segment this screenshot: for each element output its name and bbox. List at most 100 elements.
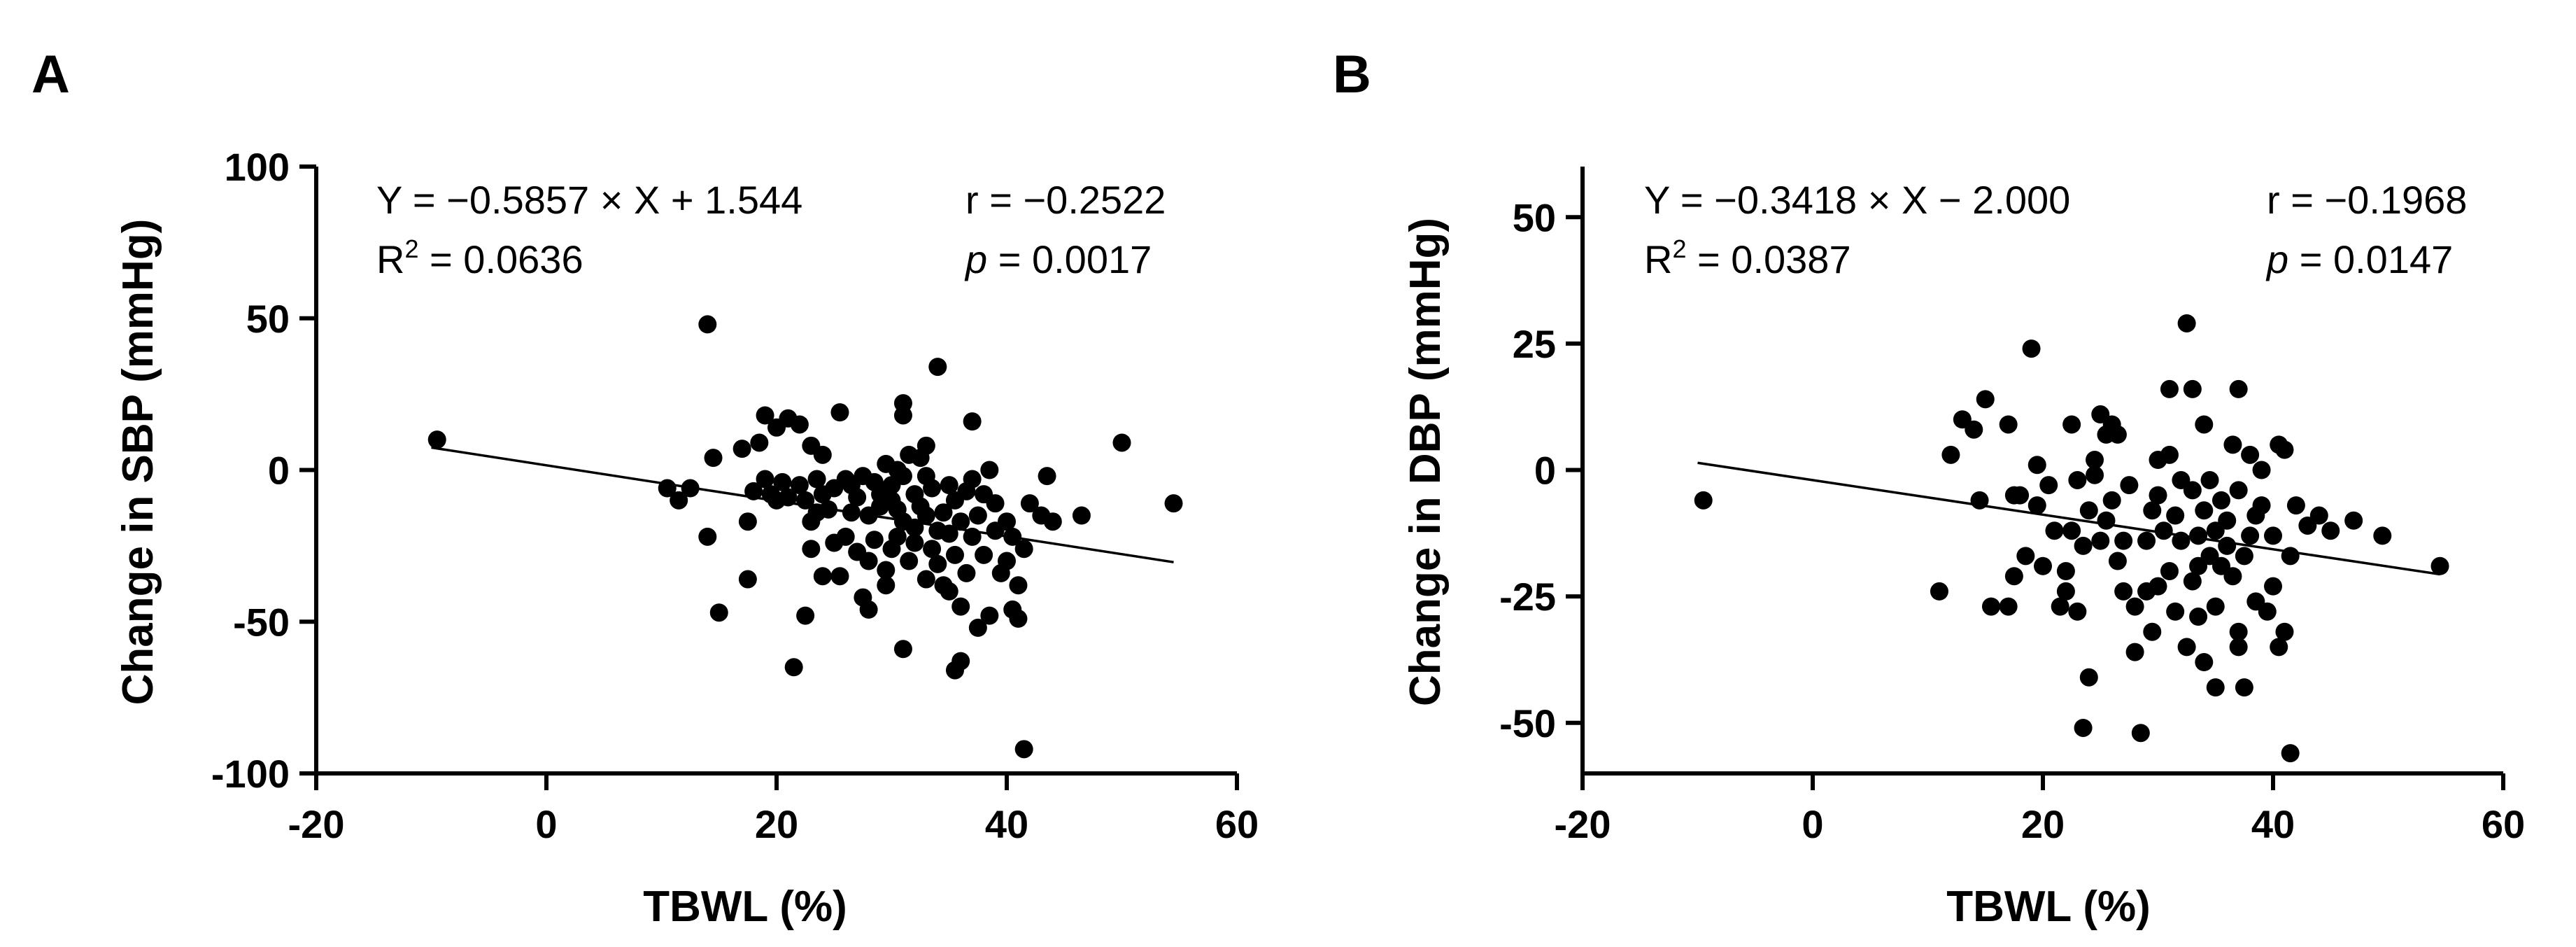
data-point xyxy=(2270,638,2288,657)
data-point xyxy=(813,445,832,464)
data-point xyxy=(2027,456,2046,475)
y-tick-label: 50 xyxy=(1513,195,1556,239)
data-point xyxy=(2062,521,2081,540)
data-point xyxy=(980,606,999,625)
data-point xyxy=(2211,491,2230,510)
p-value: = 0.0147 xyxy=(2288,237,2453,281)
data-point xyxy=(893,406,912,425)
data-point xyxy=(2183,481,2202,500)
data-point xyxy=(900,552,919,570)
data-point xyxy=(2160,379,2179,398)
data-point xyxy=(2091,531,2110,550)
r-squared-text: R2 = 0.0636 xyxy=(376,234,583,281)
data-point xyxy=(1014,540,1033,559)
data-point xyxy=(940,476,958,495)
data-point xyxy=(888,461,907,479)
data-point xyxy=(865,531,884,549)
panel-a: A Change in SBP (mmHg) TBWL (%) -20 0 20 40… xyxy=(31,45,1259,931)
data-point xyxy=(2223,567,2242,586)
data-point xyxy=(1941,445,1960,464)
data-point xyxy=(790,415,809,434)
data-points xyxy=(427,315,1183,759)
data-point xyxy=(704,449,723,468)
data-point xyxy=(1112,433,1131,452)
data-point xyxy=(2189,608,2208,626)
data-point xyxy=(2149,577,2167,596)
data-point xyxy=(980,461,999,479)
data-points xyxy=(1694,314,2449,763)
data-point xyxy=(2218,511,2237,530)
data-point xyxy=(951,597,970,616)
x-axis-title: TBWL (%) xyxy=(643,883,847,931)
data-point xyxy=(2160,445,2179,464)
data-point xyxy=(2086,451,2104,470)
p-value-text: p = 0.0147 xyxy=(2265,237,2453,281)
data-point xyxy=(1038,467,1056,486)
data-point xyxy=(2027,496,2046,515)
data-point xyxy=(923,540,942,559)
data-point xyxy=(2022,339,2041,358)
data-point xyxy=(773,472,792,491)
data-point xyxy=(813,567,832,586)
data-point xyxy=(2281,547,2300,566)
data-point xyxy=(1014,740,1033,759)
data-point xyxy=(2275,440,2294,459)
data-point xyxy=(2195,653,2214,672)
p-value-text: p = 0.0017 xyxy=(964,237,1152,281)
data-point xyxy=(830,403,849,422)
data-point xyxy=(670,491,688,510)
y-tick-label: 100 xyxy=(225,145,290,189)
y-tick-label: -50 xyxy=(233,600,290,644)
y-tick-label: -100 xyxy=(211,752,290,796)
x-tick-label: 0 xyxy=(535,802,557,846)
data-point xyxy=(2309,506,2328,525)
data-point xyxy=(836,527,855,546)
data-point xyxy=(2108,552,2127,570)
x-tick-label: 20 xyxy=(755,802,798,846)
data-point xyxy=(2102,491,2121,510)
data-point xyxy=(427,430,446,449)
data-point xyxy=(790,476,809,495)
data-point xyxy=(848,488,867,507)
y-tick-label: 0 xyxy=(268,449,290,493)
data-point xyxy=(2068,602,2087,621)
data-point xyxy=(1043,512,1062,531)
data-point xyxy=(2195,415,2214,434)
regression-line xyxy=(1697,461,2440,576)
data-point xyxy=(709,603,728,622)
data-point xyxy=(2079,501,2098,520)
data-point xyxy=(796,606,815,625)
data-point xyxy=(928,554,947,573)
data-point xyxy=(733,440,751,458)
x-tick-label: -20 xyxy=(1555,802,1611,846)
data-point xyxy=(2034,556,2052,575)
data-point xyxy=(2223,435,2242,454)
x-tick-label: 0 xyxy=(1802,802,1823,846)
data-point xyxy=(893,640,912,659)
panel-label: B xyxy=(1333,45,1371,104)
data-point xyxy=(986,494,1005,513)
data-point xyxy=(1999,415,2018,434)
data-point xyxy=(2004,567,2023,586)
data-point xyxy=(2149,486,2167,505)
data-point xyxy=(1981,597,2000,616)
x-tick-label: 60 xyxy=(2482,802,2525,846)
data-point xyxy=(2229,622,2248,641)
data-point xyxy=(963,470,982,489)
p-symbol: p xyxy=(2265,237,2288,281)
data-point xyxy=(2016,547,2035,566)
data-point xyxy=(968,618,987,637)
data-point xyxy=(698,527,717,546)
data-point xyxy=(2074,718,2093,737)
data-point xyxy=(756,470,774,489)
data-point xyxy=(2321,521,2340,540)
data-point xyxy=(2056,562,2075,580)
data-point xyxy=(2108,425,2127,444)
data-point xyxy=(2229,379,2248,398)
r-text: r = −0.1968 xyxy=(2267,178,2467,222)
data-point xyxy=(877,561,896,580)
data-point xyxy=(2189,556,2208,575)
data-point xyxy=(2074,536,2093,555)
data-point xyxy=(2143,622,2162,641)
